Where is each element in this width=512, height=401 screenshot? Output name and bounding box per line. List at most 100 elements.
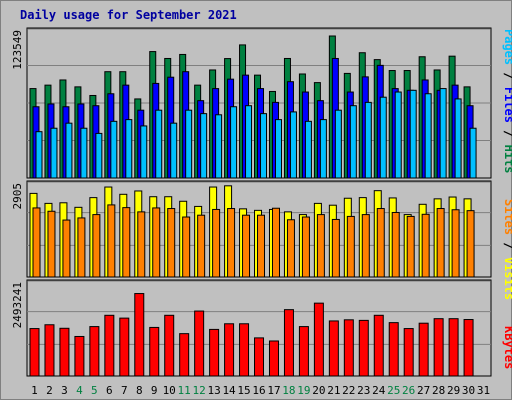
x-tick-label: 21: [327, 384, 340, 397]
kbytes-bar: [313, 302, 324, 377]
kbytes-bar: [328, 320, 339, 377]
sites-bar: [32, 207, 41, 278]
sites-bar: [286, 219, 295, 278]
sites-bar: [451, 209, 460, 278]
pages-bar: [110, 120, 118, 179]
sites-bar: [77, 217, 86, 278]
kbytes-bar: [104, 314, 115, 377]
kbytes-bar: [209, 328, 220, 377]
kbytes-bar: [254, 337, 265, 377]
legend-entry: /: [502, 235, 512, 257]
sites-bar: [331, 218, 340, 278]
pages-bar: [245, 105, 253, 179]
kbytes-bar: [433, 318, 444, 377]
sites-bar: [47, 210, 56, 278]
x-tick-label: 2: [46, 384, 53, 397]
legend-entry: KBytes: [502, 326, 512, 369]
x-tick-label: 30: [462, 384, 475, 397]
x-tick-label: 4: [76, 384, 83, 397]
x-tick-label: 10: [163, 384, 176, 397]
x-tick-label: 20: [312, 384, 325, 397]
pages-bar: [424, 93, 432, 179]
sites-bar: [391, 211, 400, 278]
kbytes-bar: [403, 328, 414, 377]
pages-bar: [304, 120, 312, 179]
pages-bar: [319, 119, 327, 179]
x-tick-label: 25: [387, 384, 400, 397]
x-tick-label: 24: [372, 384, 386, 397]
sites-bar: [316, 214, 325, 278]
pages-bar: [454, 98, 462, 179]
legend-entry: /: [502, 65, 512, 87]
pages-bar: [334, 109, 342, 179]
kbytes-bar: [373, 314, 384, 377]
sites-bar: [182, 216, 191, 278]
kbytes-bar: [283, 309, 294, 377]
legend-entry: Files: [502, 87, 512, 123]
sites-bar: [346, 215, 355, 278]
sites-bar: [212, 208, 221, 278]
kbytes-bar: [343, 319, 354, 377]
pages-bar: [364, 101, 372, 179]
chart-title: Daily usage for September 2021: [20, 8, 237, 22]
pages-bar: [379, 96, 387, 179]
pages-bar: [65, 122, 73, 179]
kbytes-bar: [89, 326, 100, 377]
pages-bar: [125, 119, 133, 179]
sites-bar: [361, 214, 370, 278]
x-tick-label: 26: [402, 384, 415, 397]
y-max-label: 2493241: [11, 282, 24, 328]
kbytes-bar: [164, 314, 175, 377]
legend-entry: /: [502, 123, 512, 145]
legend-entry: Hits: [502, 145, 512, 174]
pages-bar: [469, 127, 477, 179]
kbytes-bar: [388, 322, 399, 377]
x-tick-label: 13: [207, 384, 220, 397]
x-tick-label: 16: [252, 384, 265, 397]
x-tick-label: 11: [178, 384, 191, 397]
kbytes-bar: [74, 335, 85, 377]
pages-bar: [170, 122, 178, 179]
sites-bar: [466, 210, 475, 278]
kbytes-bar: [194, 310, 205, 377]
x-tick-label: 6: [106, 384, 113, 397]
sites-bar: [376, 208, 385, 278]
legend-visitors: Sites / Visits: [502, 199, 512, 300]
x-tick-label: 29: [447, 384, 460, 397]
sites-bar: [301, 216, 310, 278]
x-tick-label: 15: [237, 384, 250, 397]
pages-bar: [349, 105, 357, 179]
legend-requests: Pages / Files / Hits: [502, 29, 512, 174]
kbytes-bar: [239, 323, 250, 377]
pages-bar: [289, 111, 297, 179]
kbytes-bar: [44, 324, 55, 377]
legend-entry: Pages: [502, 29, 512, 65]
sites-bar: [406, 215, 415, 278]
x-tick-label: 17: [267, 384, 280, 397]
x-tick-label: 12: [193, 384, 206, 397]
x-tick-label: 28: [432, 384, 445, 397]
pages-bar: [50, 127, 58, 179]
y-max-label: 123549: [11, 30, 24, 70]
kbytes-bar: [179, 333, 190, 377]
kbytes-bar: [298, 326, 309, 377]
sites-bar: [92, 214, 101, 278]
pages-bar: [80, 127, 88, 179]
kbytes-bar: [448, 318, 459, 377]
x-tick-label: 22: [342, 384, 355, 397]
pages-bar: [95, 132, 103, 179]
legend-kbytes: KBytes: [502, 326, 512, 369]
pages-bar: [230, 106, 238, 179]
kbytes-bar: [418, 322, 429, 377]
kbytes-bar: [119, 317, 130, 377]
pages-bar: [200, 113, 208, 179]
sites-bar: [421, 213, 430, 278]
sites-bar: [271, 207, 280, 278]
sites-bar: [436, 208, 445, 278]
x-tick-label: 14: [222, 384, 236, 397]
x-tick-label: 3: [61, 384, 68, 397]
x-tick-label: 19: [297, 384, 310, 397]
sites-bar: [122, 207, 131, 278]
